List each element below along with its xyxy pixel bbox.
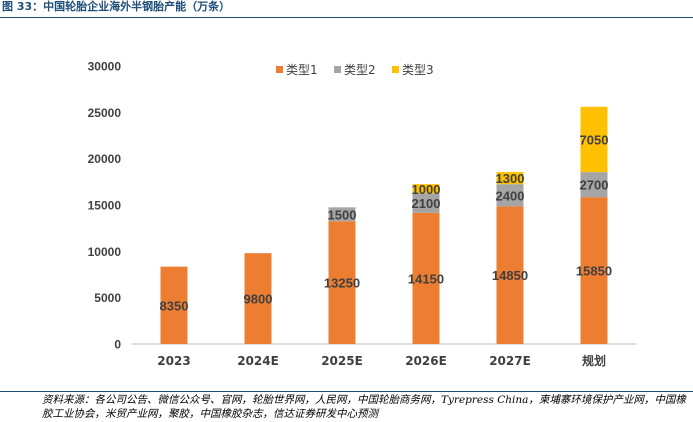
legend-swatch-series2 (334, 66, 341, 73)
bars (160, 106, 608, 344)
legend-label: 类型2 (344, 63, 376, 77)
x-tick-label: 2027E (489, 354, 531, 368)
bar-segment-series1 (580, 197, 608, 344)
legend-swatch-series1 (276, 66, 283, 73)
bar-segment-series1 (412, 212, 440, 344)
data-label: 13250 (324, 276, 360, 291)
bar-segment-series3 (412, 184, 440, 194)
data-label: 2700 (580, 178, 609, 193)
bar-segment-series3 (496, 172, 524, 185)
title-rule (0, 17, 693, 18)
bar-segment-series1 (160, 266, 188, 344)
y-tick-label: 10000 (88, 245, 122, 259)
x-axis: 2023 2024E 2025E 2026E 2027E 规划 (132, 343, 636, 368)
bar-segment-series2 (328, 207, 356, 222)
bar-segment-series1 (328, 221, 356, 344)
data-label: 1500 (328, 207, 357, 222)
y-tick-label: 30000 (88, 60, 122, 74)
legend-swatch-series3 (392, 66, 399, 73)
source-rule (0, 391, 693, 392)
bar-segment-series2 (496, 184, 524, 207)
bar-segment-series2 (412, 193, 440, 213)
data-label: 8350 (160, 298, 189, 313)
bar-segment-series1 (496, 206, 524, 344)
y-tick-label: 20000 (88, 152, 122, 166)
x-tick-label: 规划 (582, 353, 606, 368)
bar-segment-series3 (580, 106, 608, 173)
source-label: 资料来源： (42, 394, 95, 406)
bar-segment-series1 (244, 253, 272, 344)
x-tick-label: 2025E (321, 354, 363, 368)
data-label: 2100 (412, 196, 441, 211)
legend-label: 类型1 (286, 63, 318, 77)
x-tick-label: 2024E (237, 354, 279, 368)
y-tick-label: 25000 (88, 106, 122, 120)
data-label: 9800 (244, 292, 273, 307)
x-tick-label: 2023 (157, 354, 190, 368)
bar-segment-series2 (580, 172, 608, 198)
y-axis: 0 5000 10000 15000 20000 25000 30000 (88, 60, 122, 352)
data-label: 2400 (496, 188, 525, 203)
data-label: 14850 (492, 268, 528, 283)
data-label: 14150 (408, 271, 444, 286)
source-text: 各公司公告、微信公众号、官网，轮胎世界网，人民网，中国轮胎商务网，Tyrepre… (42, 394, 686, 420)
y-tick-label: 5000 (94, 291, 121, 305)
stacked-bar-chart: 0 5000 10000 15000 20000 25000 30000 2023 2024E… (88, 60, 636, 368)
source-note: 资料来源：各公司公告、微信公众号、官网，轮胎世界网，人民网，中国轮胎商务网，Ty… (42, 393, 692, 421)
legend: 类型1 类型2 类型3 (276, 63, 434, 77)
data-label: 1300 (496, 171, 525, 186)
data-label: 7050 (580, 132, 609, 147)
y-tick-label: 15000 (88, 199, 122, 213)
data-label: 1000 (412, 182, 441, 197)
legend-label: 类型3 (402, 63, 434, 77)
figure-title: 图 33：中国轮胎企业海外半钢胎产能（万条） (2, 0, 231, 13)
x-tick-label: 2026E (405, 354, 447, 368)
y-tick-label: 0 (114, 338, 121, 352)
data-label: 15850 (576, 264, 612, 279)
